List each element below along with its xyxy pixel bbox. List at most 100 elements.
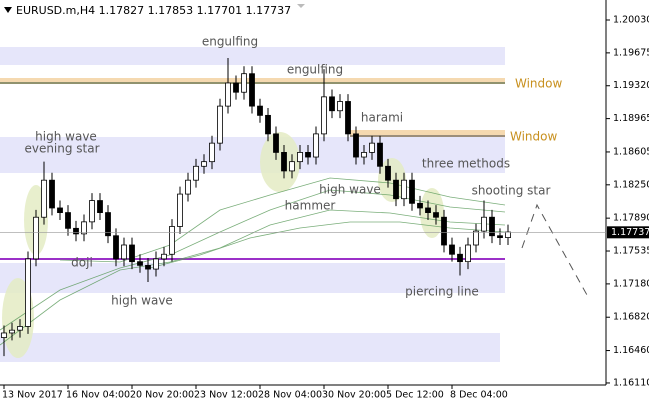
candle-body	[393, 179, 399, 200]
y-tick-label: 1.18965	[613, 113, 649, 124]
candle-body	[265, 114, 271, 135]
pattern-label: piercing line	[405, 285, 479, 299]
candle-body	[81, 221, 87, 235]
candle-body	[137, 261, 143, 266]
candle-body	[377, 142, 383, 167]
candle-body	[145, 264, 151, 270]
y-tick-label: 1.16820	[613, 312, 649, 323]
candle-body	[297, 152, 303, 163]
candle-body	[89, 200, 95, 223]
scroll-marker	[297, 4, 305, 8]
candle-body	[25, 258, 31, 327]
x-tick-label: 5 Dec 12:00	[386, 390, 444, 401]
x-tick-label: 28 Nov 04:00	[258, 390, 322, 401]
candle-body	[113, 235, 119, 260]
y-tick-label: 1.18250	[613, 179, 649, 190]
candle-body	[337, 101, 343, 112]
candle-body	[153, 258, 159, 270]
candle-body	[17, 326, 23, 331]
price-tag-label: 1.17737	[611, 227, 649, 238]
projection	[521, 203, 588, 296]
y-tick-label: 1.16460	[613, 345, 649, 356]
candle-body	[225, 82, 231, 107]
candle-body	[425, 207, 431, 213]
pattern-label: engulfing	[202, 35, 258, 49]
candle-body	[505, 231, 511, 238]
candle-body	[233, 82, 239, 93]
x-tick-label: 20 Nov 20:00	[130, 390, 194, 401]
candle-body	[217, 105, 223, 144]
ma	[59, 177, 506, 263]
pattern-label: evening star	[24, 142, 99, 156]
zone	[0, 47, 505, 65]
candle-body	[169, 226, 175, 255]
candle-body	[241, 73, 247, 93]
candle-body	[369, 142, 375, 153]
candle-body	[177, 193, 183, 227]
candle-body	[257, 105, 263, 116]
pattern-label: three methods	[422, 157, 510, 171]
ma	[0, 209, 506, 346]
pattern-label: engulfing	[287, 63, 343, 77]
candle-body	[249, 73, 255, 107]
candle-body	[401, 179, 407, 200]
symbol-header: EURUSD.m,H4 1.17827 1.17853 1.17701 1.17…	[16, 4, 291, 17]
highlight	[378, 158, 406, 202]
candle-body	[65, 212, 71, 229]
candle-body	[1, 332, 7, 338]
y-tick-label: 1.19675	[613, 47, 649, 58]
candle-body	[385, 165, 391, 181]
y-tick-label: 1.17535	[613, 246, 649, 257]
candles	[1, 57, 511, 357]
pattern-label: doji	[71, 256, 93, 270]
y-tick-label: 1.16110	[613, 377, 649, 388]
menu-marker	[4, 7, 12, 13]
candle-body	[497, 235, 503, 238]
x-tick-label: 30 Nov 20:00	[322, 390, 386, 401]
candle-body	[409, 179, 415, 204]
candle-body	[73, 227, 79, 235]
candle-body	[193, 165, 199, 181]
pattern-label: high wave	[319, 183, 381, 197]
pattern-label: shooting star	[472, 184, 551, 198]
candle-body	[33, 216, 39, 260]
zone	[0, 137, 505, 173]
y-tick-label: 1.18605	[613, 146, 649, 157]
x-tick-label: 23 Nov 12:00	[194, 390, 258, 401]
candle-body	[417, 202, 423, 209]
candle-body	[457, 253, 463, 263]
window-label: Window	[510, 130, 558, 144]
candle-body	[289, 161, 295, 172]
y-tick-label: 1.17180	[613, 278, 649, 289]
candle-body	[185, 179, 191, 195]
x-tick-label: 16 Nov 04:00	[66, 390, 130, 401]
candle-body	[97, 200, 103, 213]
candle-body	[57, 207, 63, 213]
y-tick-label: 1.19320	[613, 80, 649, 91]
pattern-label: high wave	[111, 294, 173, 308]
candle-body	[129, 244, 135, 263]
highlight	[420, 188, 444, 238]
candle-body	[441, 216, 447, 246]
price-tag	[607, 226, 649, 239]
highlight	[260, 132, 300, 192]
candle-body	[465, 244, 471, 263]
candle-body	[489, 216, 495, 237]
candle-body	[161, 253, 167, 260]
pattern-label: high wave	[35, 130, 97, 144]
y-tick-label: 1.20030	[613, 15, 649, 26]
x-tick-label: 13 Nov 2017	[2, 390, 63, 401]
window-label: Window	[515, 77, 563, 91]
candle-body	[9, 329, 15, 334]
candle-body	[41, 179, 47, 218]
pattern-label: harami	[361, 111, 403, 125]
candle-body	[49, 179, 55, 209]
candle-body	[313, 133, 319, 158]
x-tick-label: 8 Dec 04:00	[450, 390, 508, 401]
candle-body	[105, 212, 111, 237]
candle-body	[121, 244, 127, 260]
candle-body	[361, 152, 367, 158]
candle-body	[345, 101, 351, 135]
candle-body	[305, 152, 311, 158]
candle-body	[481, 216, 487, 232]
